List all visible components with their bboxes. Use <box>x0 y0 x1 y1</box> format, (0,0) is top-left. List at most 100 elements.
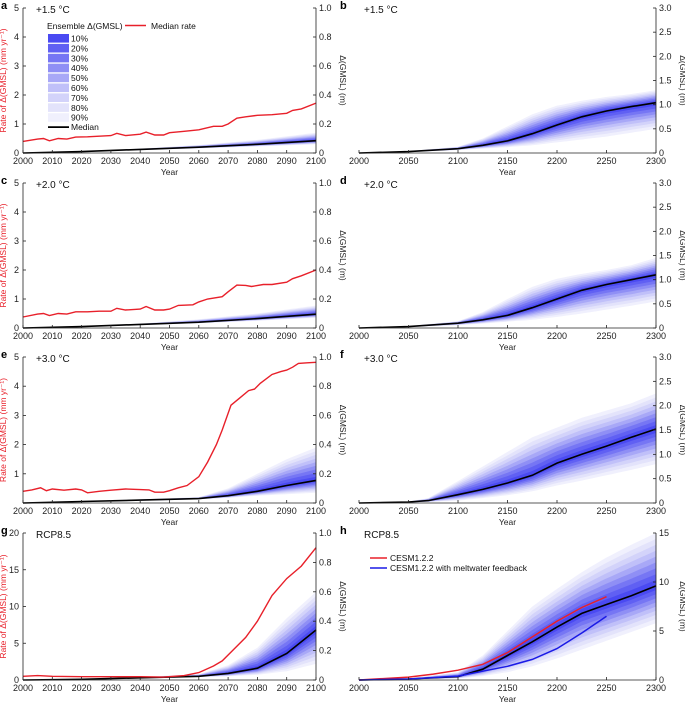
x-tick-label: 2050 <box>159 506 179 516</box>
panel-g: 2000 2010 2020 2030 2040 2050 2060 2070 2080 2090… <box>0 525 348 704</box>
x-tick-label: 2000 <box>349 331 369 341</box>
right-y-tick-label: 0.2 <box>319 294 332 304</box>
x-tick-label: 2080 <box>247 506 267 516</box>
ensemble-band-80pct <box>23 596 316 680</box>
x-tick-label: 2090 <box>277 683 297 693</box>
left-y-tick-label: 5 <box>14 178 19 188</box>
right-y-tick-label: 0 <box>319 323 324 333</box>
legend-label-30pct: 30% <box>71 53 88 63</box>
ensemble-bands <box>23 591 316 680</box>
panel-letter: b <box>340 0 347 12</box>
ensemble-band-60pct <box>359 263 656 328</box>
x-tick-label: 2000 <box>349 506 369 516</box>
x-tick-label: 2060 <box>189 156 209 166</box>
ensemble-band-20pct <box>359 574 656 680</box>
right-y-tick-label: 0 <box>319 148 324 158</box>
ensemble-bands <box>23 447 316 503</box>
legend-h-label-1: CESM1.2.2 with meltwater feedback <box>390 563 528 573</box>
ensemble-band-70pct <box>23 600 316 680</box>
left-y-axis-label: Rate of Δ(GMSL) (mm yr⁻¹) <box>0 378 8 482</box>
legend-label-90pct: 90% <box>71 113 88 123</box>
right-y-axis-label: Δ(GMSL) (m) <box>678 581 685 632</box>
x-axis-label: Year <box>499 342 516 352</box>
x-tick-label: 2060 <box>189 331 209 341</box>
right-y-tick-label: 1.0 <box>659 100 672 110</box>
ensemble-bands <box>359 257 656 328</box>
right-y-axis-label: Δ(GMSL) (m) <box>678 55 685 106</box>
right-y-tick-label: 3.0 <box>659 352 672 362</box>
ensemble-band-20pct <box>359 99 656 153</box>
left-y-tick-label: 0 <box>14 148 19 158</box>
legend-rate-label: Median rate <box>151 21 196 31</box>
right-y-tick-label: 0.8 <box>319 32 332 42</box>
ensemble-band-30pct <box>359 98 656 153</box>
right-y-tick-label: 0.5 <box>659 124 672 134</box>
ensemble-band-80pct <box>359 397 656 503</box>
ensemble-band-10pct <box>23 476 316 503</box>
x-tick-label: 2080 <box>247 683 267 693</box>
legend-swatch-70pct <box>48 93 69 102</box>
right-y-axis-label: Δ(GMSL) (m) <box>678 405 685 456</box>
right-y-tick-label: 1.0 <box>319 178 332 188</box>
ensemble-band-20pct <box>23 473 316 503</box>
right-y-tick-label: 0 <box>659 498 664 508</box>
right-y-axis-label: Δ(GMSL) (m) <box>338 230 348 281</box>
x-tick-label: 2250 <box>596 683 616 693</box>
scenario-label: +2.0 °C <box>36 180 70 191</box>
x-tick-label: 2060 <box>189 683 209 693</box>
right-y-tick-label: 15 <box>659 528 669 538</box>
x-axis-label: Year <box>161 517 178 527</box>
scenario-label: +1.5 °C <box>364 5 398 16</box>
series-line-cesm <box>358 596 607 681</box>
x-tick-label: 2050 <box>398 331 418 341</box>
x-tick-label: 2000 <box>349 156 369 166</box>
panel-e: 2000 2010 2020 2030 2040 2050 2060 2070 2080 2090… <box>0 349 348 527</box>
right-y-tick-label: 1.0 <box>319 528 332 538</box>
x-tick-label: 2300 <box>646 683 666 693</box>
legend-swatch-50pct <box>48 73 69 83</box>
left-y-tick-label: 10 <box>9 602 19 612</box>
legend-h-label-0: CESM1.2.2 <box>390 553 434 563</box>
x-tick-label: 2010 <box>42 156 62 166</box>
x-tick-label: 2020 <box>72 331 92 341</box>
x-tick-label: 2000 <box>13 331 33 341</box>
x-tick-label: 2050 <box>159 331 179 341</box>
x-tick-label: 2090 <box>277 331 297 341</box>
legend-label-80pct: 80% <box>71 103 88 113</box>
x-tick-label: 2090 <box>277 506 297 516</box>
right-y-axis-label: Δ(GMSL) (m) <box>338 405 348 456</box>
x-axis-label: Year <box>161 167 178 177</box>
right-y-axis-label: Δ(GMSL) (m) <box>338 55 348 106</box>
x-axis-label: Year <box>161 342 178 352</box>
panel-a: 2000 2010 2020 2030 2040 2050 2060 2070 2080 2090… <box>0 0 348 177</box>
x-axis-label: Year <box>499 694 516 704</box>
x-tick-label: 2010 <box>42 331 62 341</box>
median-rate-line <box>22 361 317 494</box>
right-y-tick-label: 0.4 <box>319 90 332 100</box>
left-y-tick-label: 5 <box>14 3 19 13</box>
right-y-tick-label: 0.4 <box>319 440 332 450</box>
x-tick-label: 2040 <box>130 506 150 516</box>
x-tick-label: 2100 <box>448 506 468 516</box>
right-y-tick-label: 0.4 <box>319 616 332 626</box>
median-gmsl-line <box>358 274 657 329</box>
x-tick-label: 2050 <box>398 683 418 693</box>
median-rate-line <box>22 269 317 318</box>
left-y-axis-label: Rate of Δ(GMSL) (mm yr⁻¹) <box>0 554 8 658</box>
ensemble-bands <box>359 90 656 153</box>
right-y-tick-label: 1.0 <box>319 3 332 13</box>
right-y-tick-label: 10 <box>659 577 669 587</box>
x-tick-label: 2010 <box>42 506 62 516</box>
x-tick-label: 2100 <box>306 683 326 693</box>
ensemble-band-80pct <box>359 538 656 680</box>
x-tick-label: 2050 <box>159 683 179 693</box>
x-tick-label: 2070 <box>218 156 238 166</box>
x-tick-label: 2000 <box>349 683 369 693</box>
x-tick-label: 2070 <box>218 506 238 516</box>
legend-label-20pct: 20% <box>71 43 88 53</box>
left-y-tick-label: 3 <box>14 236 19 246</box>
left-y-tick-label: 0 <box>14 323 19 333</box>
legend-swatch-20pct <box>48 43 69 53</box>
ensemble-band-90pct <box>23 591 316 680</box>
right-y-tick-label: 0.8 <box>319 557 332 567</box>
